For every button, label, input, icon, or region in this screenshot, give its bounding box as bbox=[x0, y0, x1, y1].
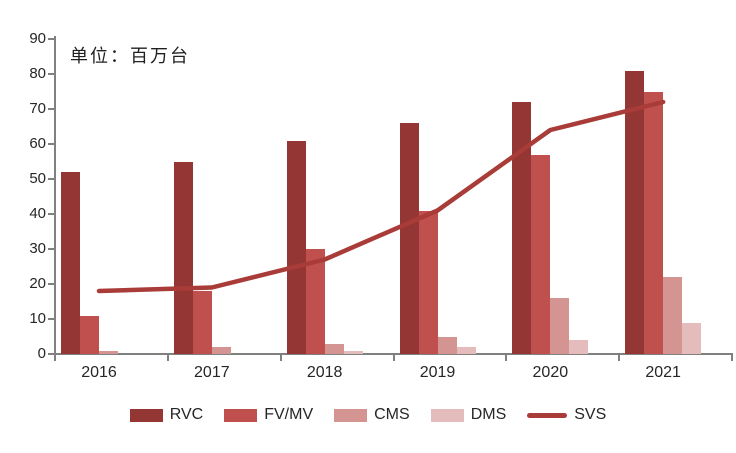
y-axis-label: 10 bbox=[29, 310, 46, 327]
y-axis-label: 20 bbox=[29, 275, 46, 292]
legend-label: CMS bbox=[374, 406, 410, 423]
x-axis-label-2020: 2020 bbox=[532, 364, 569, 381]
bar-dms-2021 bbox=[682, 322, 702, 354]
legend-label: DMS bbox=[470, 406, 507, 423]
bar-fvmv-2017 bbox=[192, 291, 212, 354]
y-axis-label: 90 bbox=[29, 30, 46, 47]
y-axis-label: 80 bbox=[29, 65, 46, 82]
legend-label: SVS bbox=[574, 406, 607, 423]
bar-group-2016 bbox=[55, 39, 168, 354]
y-axis-label: 50 bbox=[29, 170, 46, 187]
legend-item-dms: DMS bbox=[430, 406, 507, 424]
bar-fvmv-2019 bbox=[418, 210, 438, 354]
x-axis-label-2016: 2016 bbox=[81, 364, 117, 381]
x-axis-label-2021: 2021 bbox=[645, 364, 681, 381]
bar-cms-2021 bbox=[663, 277, 683, 354]
x-axis-tick bbox=[166, 355, 169, 361]
y-axis-tick bbox=[48, 353, 54, 355]
legend-swatch-svs bbox=[527, 412, 568, 418]
x-axis-tick bbox=[279, 355, 282, 361]
y-axis-tick bbox=[48, 73, 54, 75]
y-axis-tick bbox=[48, 108, 54, 110]
bar-fvmv-2016 bbox=[80, 315, 99, 354]
bar-dms-2019 bbox=[456, 347, 476, 354]
bar-rvc-2021 bbox=[625, 70, 645, 354]
legend-swatch-fvmv bbox=[224, 408, 258, 422]
bar-group-2021 bbox=[619, 39, 732, 354]
y-axis-tick bbox=[48, 143, 54, 145]
y-axis-tick bbox=[48, 213, 54, 215]
bar-fvmv-2018 bbox=[305, 249, 325, 354]
bar-cms-2020 bbox=[550, 298, 570, 354]
svs-line bbox=[96, 99, 666, 294]
x-axis-tick bbox=[54, 355, 56, 361]
x-axis-tick bbox=[731, 355, 733, 361]
bar-dms-2018 bbox=[343, 350, 363, 354]
y-axis-label: 30 bbox=[29, 240, 46, 257]
x-axis-label-2019: 2019 bbox=[419, 364, 456, 381]
x-axis-label-2017: 2017 bbox=[194, 364, 230, 381]
legend-item-fvmv: FV/MV bbox=[224, 406, 313, 424]
bar-group-2019 bbox=[394, 39, 507, 354]
y-axis-label: 60 bbox=[29, 135, 46, 152]
x-axis-tick bbox=[392, 355, 395, 361]
y-axis-line bbox=[54, 36, 56, 355]
y-axis-tick bbox=[48, 283, 54, 285]
y-axis-label: 70 bbox=[29, 100, 46, 117]
bar-cms-2016 bbox=[99, 350, 118, 354]
bar-rvc-2017 bbox=[173, 161, 193, 354]
x-axis-tick bbox=[618, 355, 621, 361]
legend-label: RVC bbox=[169, 406, 204, 423]
bar-rvc-2018 bbox=[286, 140, 306, 354]
y-axis-tick bbox=[48, 178, 54, 180]
bar-group-2018 bbox=[281, 39, 394, 354]
y-axis-label: 40 bbox=[29, 205, 46, 222]
y-axis-label: 0 bbox=[37, 345, 46, 362]
legend: RVC FV/MV CMS DMS SVS bbox=[0, 406, 736, 424]
bar-rvc-2016 bbox=[61, 172, 80, 354]
y-axis-tick bbox=[48, 248, 54, 250]
legend-swatch-dms bbox=[430, 408, 464, 422]
bar-cms-2018 bbox=[324, 343, 344, 354]
svs-line-layer bbox=[96, 99, 666, 294]
bar-group-2020 bbox=[506, 39, 619, 354]
x-axis-line bbox=[54, 353, 733, 355]
legend-item-svs: SVS bbox=[527, 406, 606, 424]
bar-cms-2019 bbox=[437, 336, 457, 354]
legend-item-cms: CMS bbox=[334, 406, 410, 424]
bar-rvc-2019 bbox=[399, 123, 419, 354]
plot-area bbox=[55, 39, 732, 354]
legend-swatch-rvc bbox=[129, 408, 163, 422]
legend-item-rvc: RVC bbox=[129, 406, 204, 424]
bar-cms-2017 bbox=[211, 347, 231, 354]
bar-dms-2020 bbox=[569, 340, 589, 354]
y-axis-tick bbox=[48, 318, 54, 320]
y-axis-tick bbox=[48, 38, 54, 40]
legend-label: FV/MV bbox=[264, 406, 314, 423]
bar-fvmv-2021 bbox=[644, 91, 664, 354]
bar-fvmv-2020 bbox=[531, 154, 551, 354]
x-axis-tick bbox=[505, 355, 508, 361]
bar-rvc-2020 bbox=[512, 102, 532, 354]
chart-unit-title: 单位：百万台 bbox=[70, 46, 190, 66]
bar-group-2017 bbox=[168, 39, 281, 354]
x-axis-label-2018: 2018 bbox=[306, 364, 343, 381]
legend-swatch-cms bbox=[334, 408, 368, 422]
